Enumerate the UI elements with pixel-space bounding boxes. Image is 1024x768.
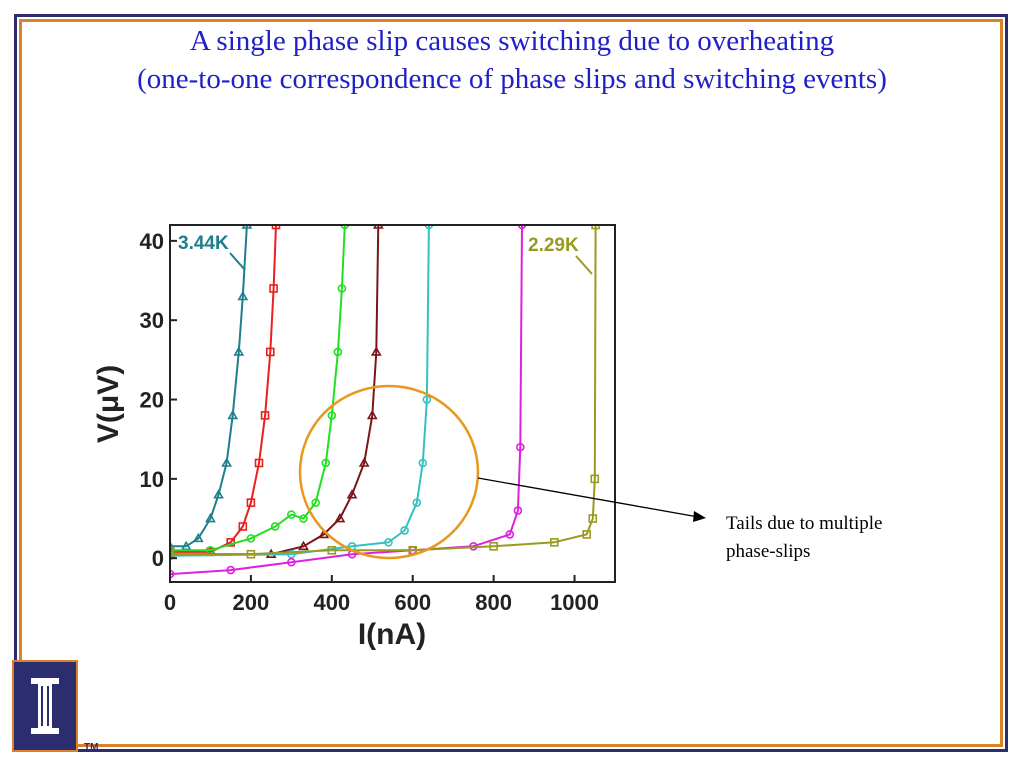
series-line-5 [170,225,430,557]
data-point [333,347,343,357]
data-point [424,225,434,230]
series-line-2 [170,225,277,553]
data-point [418,458,428,468]
x-axis-label: I(nA) [358,618,426,651]
data-point [287,510,296,519]
y-tick-label: 30 [140,308,164,333]
data-point [412,498,422,507]
annotation-low-temp-arrow [575,255,593,275]
data-point [366,409,378,420]
data-point [358,457,370,467]
data-point [400,526,409,535]
data-point [505,530,515,539]
annotation-high-temp-arrow [229,252,246,271]
series-line-1 [170,225,248,548]
data-point [346,489,358,499]
data-point [372,225,384,229]
series-line-4 [170,225,380,556]
data-point [170,540,176,551]
highlight-circle [298,384,480,560]
data-point [233,346,245,356]
data-point [287,557,296,567]
data-point [254,458,264,468]
title-line-2: (one-to-one correspondence of phase slip… [137,63,887,95]
data-point [170,569,175,579]
callout-line-1: Tails due to multiple [726,513,883,534]
data-point [311,498,320,507]
data-point [271,225,281,230]
data-point [270,522,280,531]
x-tick-label: 200 [233,590,270,615]
data-point [513,506,523,515]
y-tick-label: 40 [140,229,164,254]
data-point [299,514,308,523]
data-point [246,549,256,559]
x-tick-label: 800 [475,590,512,615]
data-point [327,411,337,420]
data-point [221,457,233,467]
data-point [227,409,239,420]
slide-frame-inner [19,19,1003,747]
data-point [489,541,498,551]
callout-arrow [477,477,705,519]
data-point [582,530,591,539]
data-point [517,225,527,230]
data-point [591,225,600,230]
data-point [384,538,393,547]
slide-title: A single phase slip causes switching due… [40,22,984,98]
title-line-1: A single phase slip causes switching due… [189,25,835,57]
data-point [327,545,337,555]
data-point [269,284,278,293]
data-point [170,549,175,559]
callout-arrowhead [693,511,706,522]
trademark: TM [84,742,99,753]
data-point [287,549,296,559]
column-icon [31,678,59,734]
y-tick-label: 20 [140,388,164,413]
plot-frame [169,224,616,583]
data-point [205,512,216,523]
data-point [226,565,235,575]
university-logo [12,660,78,752]
slide-frame-outer [14,14,1008,752]
data-point [298,540,309,551]
series-line-6 [170,225,523,576]
data-point [246,498,256,507]
callout-line-2: phase-slips [726,541,811,562]
x-tick-label: 1000 [550,590,599,615]
data-point [590,474,600,484]
data-point [334,512,346,523]
x-tick-label: 400 [313,590,350,615]
data-point [192,532,204,543]
annotation-high-temp: 3.44K [178,233,229,254]
data-point [213,489,224,499]
y-tick-label: 10 [140,467,164,492]
data-point [238,522,248,531]
data-point [340,225,350,230]
annotation-low-temp: 2.29K [528,235,579,256]
data-point [422,395,432,404]
series-line-7 [170,225,597,556]
x-tick-label: 600 [394,590,431,615]
data-point [370,346,382,356]
y-tick-label: 0 [152,546,164,571]
data-point [260,411,270,420]
data-point [550,538,559,547]
data-point [516,442,525,452]
callout-text: Tails due to multiple phase-slips [726,510,966,566]
x-tick-label: 0 [164,590,176,615]
y-axis-label: V(μV) [92,365,125,443]
data-point [588,514,598,523]
data-point [337,284,347,293]
data-point [246,534,256,543]
data-point [237,290,249,301]
data-point [321,458,331,468]
data-point [241,225,253,229]
data-point [266,347,275,357]
